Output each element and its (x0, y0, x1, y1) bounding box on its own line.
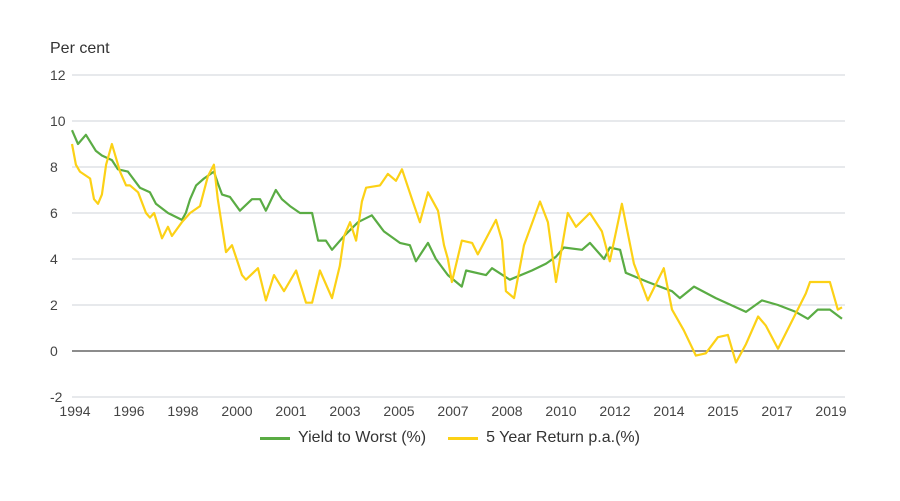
y-tick-label: -2 (50, 389, 63, 405)
x-tick-label: 2014 (653, 403, 684, 419)
legend-swatch-return (448, 436, 479, 440)
x-tick-label: 2001 (275, 403, 306, 419)
x-tick-label: 2019 (815, 403, 846, 419)
x-tick-label: 2012 (599, 403, 630, 419)
x-tick-label: 2010 (545, 403, 576, 419)
legend-label-return: 5 Year Return p.a.(%) (486, 429, 640, 446)
legend-item-yield: Yield to Worst (%) (260, 429, 426, 447)
y-tick-label: 4 (50, 251, 58, 267)
x-tick-label: 2015 (707, 403, 738, 419)
x-tick-label: 2017 (761, 403, 792, 419)
legend-item-return: 5 Year Return p.a.(%) (448, 429, 640, 447)
x-tick-label: 1994 (59, 403, 90, 419)
y-tick-label: 8 (50, 159, 58, 175)
y-tick-label: 10 (50, 113, 66, 129)
x-tick-label: 2008 (491, 403, 522, 419)
x-tick-label: 2005 (383, 403, 414, 419)
y-tick-label: 6 (50, 205, 58, 221)
x-tick-label: 2003 (329, 403, 360, 419)
x-tick-label: 2000 (221, 403, 252, 419)
y-tick-label: 2 (50, 297, 58, 313)
y-axis-label: Per cent (50, 40, 110, 57)
y-tick-label: 0 (50, 343, 58, 359)
legend-swatch-yield (260, 436, 291, 440)
x-tick-label: 1998 (167, 403, 198, 419)
x-tick-label: 1996 (113, 403, 144, 419)
y-tick-label: 12 (50, 67, 66, 83)
x-tick-label: 2007 (437, 403, 468, 419)
legend-label-yield: Yield to Worst (%) (298, 429, 427, 446)
series-line-yield-to-worst (70, 129, 843, 320)
series-line-5-year-return (70, 142, 843, 364)
legend: Yield to Worst (%) 5 Year Return p.a.(%) (0, 429, 900, 447)
